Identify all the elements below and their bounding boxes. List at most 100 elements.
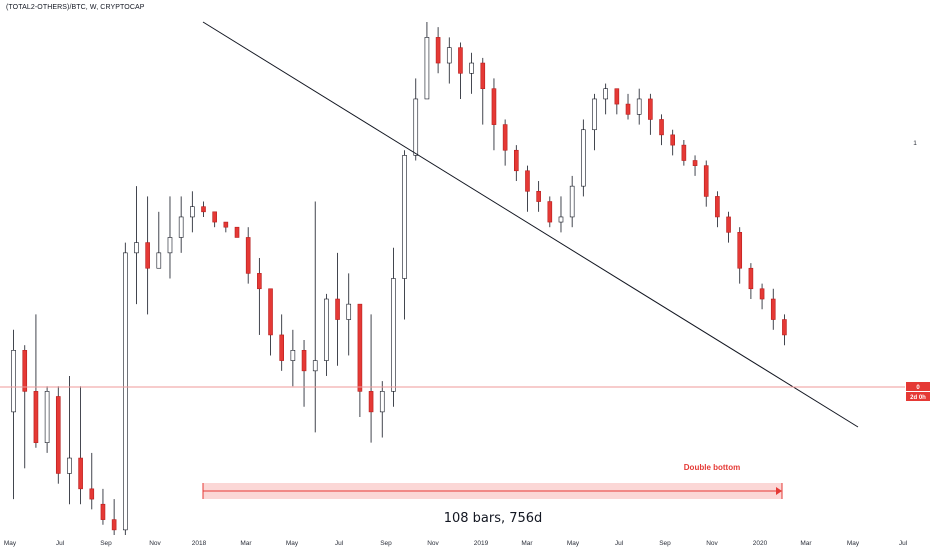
candle-body[interactable] xyxy=(536,190,541,202)
x-tick-label: Sep xyxy=(380,540,392,547)
candle-body[interactable] xyxy=(759,288,765,300)
candle-body[interactable] xyxy=(67,457,72,474)
candle-body[interactable] xyxy=(413,98,419,156)
candle-body[interactable] xyxy=(681,144,687,161)
x-tick-label: Jul xyxy=(615,540,624,547)
candle-body[interactable] xyxy=(592,98,597,131)
x-tick-label: 2018 xyxy=(192,540,207,547)
candle-body[interactable] xyxy=(245,237,251,274)
price-tag-value xyxy=(906,382,930,391)
y-axis[interactable]: 1 0 2d 0h xyxy=(906,140,930,401)
candle-body[interactable] xyxy=(223,221,229,228)
x-tick-label: Sep xyxy=(659,540,671,547)
candle-body[interactable] xyxy=(614,88,620,105)
candle-body[interactable] xyxy=(156,252,162,269)
candle-body[interactable] xyxy=(726,216,731,233)
candle-body[interactable] xyxy=(33,391,39,443)
candle-body[interactable] xyxy=(659,119,664,136)
candle-body[interactable] xyxy=(134,242,139,254)
candle-body[interactable] xyxy=(89,488,95,500)
candle-body[interactable] xyxy=(748,267,754,290)
price-tag-countdown xyxy=(906,392,930,401)
candle-body[interactable] xyxy=(458,47,463,74)
candle-body[interactable] xyxy=(782,319,787,336)
candle-body[interactable] xyxy=(625,103,631,115)
candle-body[interactable] xyxy=(22,350,28,392)
candle-body[interactable] xyxy=(368,391,374,413)
candle-body[interactable] xyxy=(379,391,385,413)
candle-body[interactable] xyxy=(569,185,575,218)
candle-body[interactable] xyxy=(44,391,50,443)
price-tag-countdown-text: 2d 0h xyxy=(910,395,926,401)
x-tick-label: 2019 xyxy=(474,540,489,547)
candle-body[interactable] xyxy=(391,278,396,392)
candle-body[interactable] xyxy=(402,155,407,279)
date-range-arrowhead xyxy=(776,487,782,495)
x-tick-label: Nov xyxy=(149,540,161,547)
candle-body[interactable] xyxy=(55,396,61,474)
x-tick-label: Nov xyxy=(706,540,718,547)
candle-body[interactable] xyxy=(670,134,676,146)
candle-body[interactable] xyxy=(100,503,106,520)
x-tick-label: Jul xyxy=(899,540,908,547)
x-tick-label: Mar xyxy=(240,540,252,547)
candle-body[interactable] xyxy=(301,350,307,372)
candles-group xyxy=(11,22,787,535)
candle-body[interactable] xyxy=(279,334,285,361)
range-label: 108 bars, 756d xyxy=(444,511,543,526)
candle-body[interactable] xyxy=(770,298,776,320)
trendline[interactable] xyxy=(202,21,859,428)
candle-body[interactable] xyxy=(435,37,441,64)
candle-body[interactable] xyxy=(357,303,363,392)
candle-body[interactable] xyxy=(145,242,150,269)
candle-body[interactable] xyxy=(201,206,206,213)
candle-body[interactable] xyxy=(525,170,530,192)
candle-body[interactable] xyxy=(212,211,217,223)
candle-body[interactable] xyxy=(290,350,296,361)
candle-body[interactable] xyxy=(268,288,273,336)
double-bottom-note[interactable]: Double bottom xyxy=(684,463,740,472)
candle-body[interactable] xyxy=(312,360,318,372)
x-tick-label: May xyxy=(567,540,580,547)
x-tick-label: Jul xyxy=(56,540,65,547)
candle-body[interactable] xyxy=(234,226,240,238)
candle-body[interactable] xyxy=(502,124,508,151)
x-tick-label: Mar xyxy=(800,540,812,547)
candle-body[interactable] xyxy=(692,160,698,166)
x-tick-label: May xyxy=(847,540,860,547)
candle-body[interactable] xyxy=(123,252,128,531)
x-tick-label: Nov xyxy=(427,540,439,547)
candle-body[interactable] xyxy=(335,298,340,320)
x-tick-label: May xyxy=(4,540,17,547)
candle-body[interactable] xyxy=(178,216,184,238)
candle-body[interactable] xyxy=(469,62,474,74)
candle-body[interactable] xyxy=(167,237,173,254)
candle-body[interactable] xyxy=(558,216,564,223)
candle-body[interactable] xyxy=(111,519,117,531)
candle-body[interactable] xyxy=(78,457,83,490)
candle-body[interactable] xyxy=(11,350,16,413)
candle-body[interactable] xyxy=(581,129,586,187)
candle-body[interactable] xyxy=(324,298,329,361)
candle-body[interactable] xyxy=(715,196,720,218)
candle-body[interactable] xyxy=(491,88,497,125)
candle-body[interactable] xyxy=(480,62,486,89)
candle-body[interactable] xyxy=(636,98,642,115)
x-tick-label: Mar xyxy=(521,540,533,547)
candle-body[interactable] xyxy=(446,47,452,64)
candle-body[interactable] xyxy=(703,165,709,197)
candle-body[interactable] xyxy=(648,98,653,120)
candle-body[interactable] xyxy=(603,88,608,100)
x-tick-label: 2020 xyxy=(753,540,768,547)
candle-body[interactable] xyxy=(513,149,519,172)
candle-body[interactable] xyxy=(190,206,195,218)
candle-body[interactable] xyxy=(257,273,262,290)
candle-body[interactable] xyxy=(346,303,352,320)
x-axis[interactable]: May Jul Sep Nov 2018 Mar May Jul Sep Nov… xyxy=(4,540,908,547)
candle-body[interactable] xyxy=(737,232,743,269)
candle-body[interactable] xyxy=(424,37,430,100)
chart-title: (TOTAL2-OTHERS)/BTC, W, CRYPTOCAP xyxy=(6,4,145,11)
candle-body[interactable] xyxy=(547,201,553,223)
price-tag-value-text: 0 xyxy=(916,385,920,391)
